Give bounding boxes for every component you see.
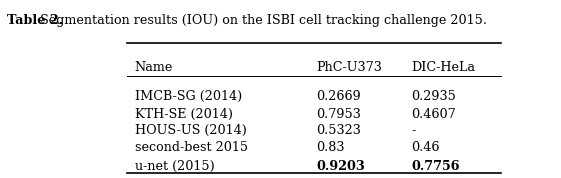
Text: u-net (2015): u-net (2015)	[135, 160, 214, 173]
Text: 0.7953: 0.7953	[316, 108, 361, 121]
Text: PhC-U373: PhC-U373	[316, 61, 383, 74]
Text: IMCB-SG (2014): IMCB-SG (2014)	[135, 90, 242, 103]
Text: KTH-SE (2014): KTH-SE (2014)	[135, 108, 233, 121]
Text: HOUS-US (2014): HOUS-US (2014)	[135, 124, 246, 137]
Text: 0.4607: 0.4607	[411, 108, 456, 121]
Text: DIC-HeLa: DIC-HeLa	[411, 61, 475, 74]
Text: 0.7756: 0.7756	[411, 160, 460, 173]
Text: 0.2935: 0.2935	[411, 90, 456, 103]
Text: Name: Name	[135, 61, 173, 74]
Text: 0.46: 0.46	[411, 141, 440, 154]
Text: 0.83: 0.83	[316, 141, 345, 154]
Text: Segmentation results (IOU) on the ISBI cell tracking challenge 2015.: Segmentation results (IOU) on the ISBI c…	[36, 14, 488, 27]
Text: -: -	[411, 124, 416, 137]
Text: 0.9203: 0.9203	[316, 160, 365, 173]
Text: Table 2.: Table 2.	[7, 14, 63, 27]
Text: second-best 2015: second-best 2015	[135, 141, 248, 154]
Text: 0.5323: 0.5323	[316, 124, 361, 137]
Text: 0.2669: 0.2669	[316, 90, 361, 103]
